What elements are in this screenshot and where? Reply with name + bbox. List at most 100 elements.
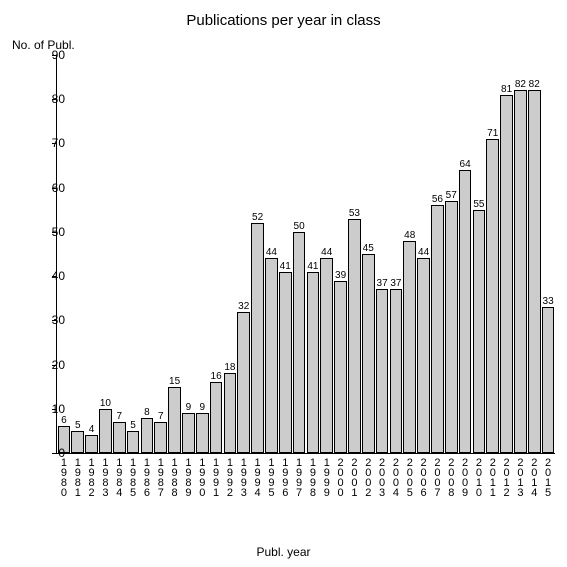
x-tick-label: 1987 <box>155 457 166 497</box>
x-tick-label: 2014 <box>528 457 539 497</box>
x-tick-label: 1997 <box>293 457 304 497</box>
y-tick-label: 10 <box>40 402 65 416</box>
x-tick-label: 2006 <box>418 457 429 497</box>
x-tick-label: 1991 <box>210 457 221 497</box>
y-tick-label: 20 <box>40 358 65 372</box>
bar-value-label: 6 <box>61 415 67 426</box>
bar-value-label: 41 <box>307 261 318 272</box>
bar: 44 <box>320 258 333 453</box>
bar-value-label: 44 <box>418 247 429 258</box>
x-tick-label: 1995 <box>265 457 276 497</box>
bar: 64 <box>459 170 472 453</box>
x-tick-label: 1993 <box>238 457 249 497</box>
x-tick-label: 1999 <box>321 457 332 497</box>
x-tick-label: 2011 <box>487 457 498 497</box>
x-tick-label: 2012 <box>501 457 512 497</box>
bar-value-label: 7 <box>158 411 164 422</box>
bar-value-label: 44 <box>266 247 277 258</box>
x-tick-label: 2015 <box>542 457 553 497</box>
bar: 9 <box>196 413 209 453</box>
x-tick-label: 1983 <box>99 457 110 497</box>
bar-value-label: 53 <box>349 208 360 219</box>
x-tick-label: 1984 <box>113 457 124 497</box>
bar: 56 <box>431 205 444 453</box>
y-tick-label: 90 <box>40 48 65 62</box>
bar-value-label: 48 <box>404 230 415 241</box>
x-tick-label: 1992 <box>224 457 235 497</box>
bar-value-label: 56 <box>432 194 443 205</box>
x-axis-title: Publ. year <box>0 545 567 559</box>
y-tick-label: 80 <box>40 92 65 106</box>
bar-value-label: 5 <box>75 420 81 431</box>
bar: 45 <box>362 254 375 453</box>
bar: 82 <box>514 90 527 453</box>
x-tick-label: 2009 <box>459 457 470 497</box>
bar: 5 <box>71 431 84 453</box>
y-tick-label: 70 <box>40 136 65 150</box>
bar: 57 <box>445 201 458 453</box>
bar-value-label: 7 <box>116 411 122 422</box>
bar: 55 <box>473 210 486 453</box>
y-tick-label: 60 <box>40 181 65 195</box>
x-tick-label: 1998 <box>307 457 318 497</box>
bar-value-label: 55 <box>473 199 484 210</box>
bar: 52 <box>251 223 264 453</box>
x-tick-label: 1981 <box>72 457 83 497</box>
y-tick-label: 50 <box>40 225 65 239</box>
y-tick-label: 30 <box>40 313 65 327</box>
x-tick-label: 2008 <box>445 457 456 497</box>
bar: 9 <box>182 413 195 453</box>
bar: 41 <box>307 272 320 453</box>
bar: 7 <box>113 422 126 453</box>
x-tick-label: 2000 <box>335 457 346 497</box>
bar: 48 <box>403 241 416 453</box>
x-tick-label: 1994 <box>252 457 263 497</box>
bar: 37 <box>390 289 403 453</box>
bar: 5 <box>127 431 140 453</box>
x-tick-label: 1988 <box>169 457 180 497</box>
x-tick-label: 2007 <box>431 457 442 497</box>
bar-value-label: 39 <box>335 270 346 281</box>
y-tick-label: 0 <box>40 446 65 460</box>
bar: 33 <box>542 307 555 453</box>
bar-value-label: 82 <box>515 79 526 90</box>
bar-value-label: 33 <box>543 296 554 307</box>
bar: 44 <box>265 258 278 453</box>
bar-value-label: 37 <box>377 278 388 289</box>
bar: 53 <box>348 219 361 453</box>
bar: 8 <box>141 418 154 453</box>
bar: 50 <box>293 232 306 453</box>
bar-value-label: 57 <box>446 190 457 201</box>
x-tick-label: 2002 <box>362 457 373 497</box>
bar: 4 <box>85 435 98 453</box>
chart-title: Publications per year in class <box>0 12 567 29</box>
bar: 7 <box>154 422 167 453</box>
bar-value-label: 50 <box>294 221 305 232</box>
x-tick-label: 2013 <box>514 457 525 497</box>
x-tick-label: 1996 <box>279 457 290 497</box>
plot-area: 6198051981419821019837198451985819867198… <box>56 55 555 454</box>
x-tick-label: 2005 <box>404 457 415 497</box>
bar: 37 <box>376 289 389 453</box>
bar: 10 <box>99 409 112 453</box>
bar: 81 <box>500 95 513 453</box>
bar-value-label: 15 <box>169 376 180 387</box>
x-tick-label: 2003 <box>376 457 387 497</box>
bar: 44 <box>417 258 430 453</box>
bar-value-label: 8 <box>144 407 150 418</box>
bar-value-label: 64 <box>460 159 471 170</box>
bar: 15 <box>168 387 181 453</box>
bar-value-label: 41 <box>280 261 291 272</box>
bar: 16 <box>210 382 223 453</box>
bar: 32 <box>237 312 250 454</box>
bar-value-label: 52 <box>252 212 263 223</box>
x-tick-label: 2004 <box>390 457 401 497</box>
x-tick-label: 1982 <box>86 457 97 497</box>
bar-value-label: 4 <box>89 424 95 435</box>
bar-value-label: 5 <box>130 420 136 431</box>
bar-value-label: 37 <box>390 278 401 289</box>
bar-value-label: 9 <box>186 402 192 413</box>
bar-value-label: 71 <box>487 128 498 139</box>
bar: 82 <box>528 90 541 453</box>
bar-value-label: 18 <box>224 362 235 373</box>
